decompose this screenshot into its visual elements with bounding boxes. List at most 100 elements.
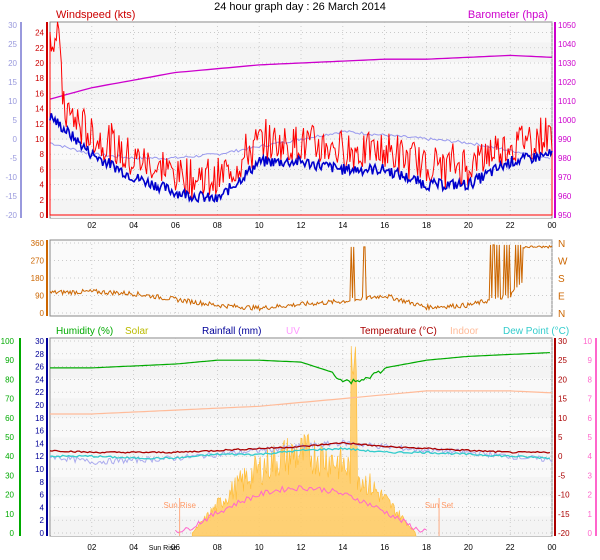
rainfall-tick-label: 18 [35,414,44,423]
panel1-x-tick-label: 18 [422,221,431,230]
outdoor-temp-tick-label: -15 [5,192,17,201]
panel1-band [51,179,551,199]
panel1-x-tick-label: 00 [548,221,557,230]
barometer-series-line [49,54,553,100]
windspeed-tick-label: 0 [40,211,45,220]
panel3-x-tick-label: 06 [171,543,180,552]
outdoor-temp-tick-label: 15 [8,78,17,87]
barometer-tick-label: 970 [558,173,572,182]
rainfall-tick-label: 22 [35,388,44,397]
panel3-x-tick-label: 00 [548,543,557,552]
panel1-x-tick-label: 02 [87,221,96,230]
panel3-x-tick-label: 12 [297,543,306,552]
barometer-tick-label: 980 [558,154,572,163]
direction-tick-label: 180 [31,274,45,283]
panel3-legend-label: Rainfall (mm) [202,326,261,337]
panel1-x-tick-label: 20 [464,221,473,230]
compass-tick-label: N [558,239,565,250]
barometer-tick-label: 990 [558,135,572,144]
uv-tick-label: 4 [588,452,593,461]
humidity-tick-label: 30 [5,471,14,480]
windspeed-tick-label: 12 [35,120,44,129]
humidity-tick-label: 20 [5,491,14,500]
outdoor-temp-tick-label: 30 [8,21,17,30]
outdoor-temp-tick-label: 10 [8,97,17,106]
windspeed-tick-label: 16 [35,89,44,98]
rainfall-tick-label: 2 [40,516,45,525]
direction-tick-label: 0 [40,309,45,318]
panel1-x-tick-label: 08 [213,221,222,230]
windspeed-tick-label: 18 [35,74,44,83]
rainfall-tick-label: 16 [35,427,44,436]
humidity-tick-label: 0 [10,529,15,538]
rainfall-tick-label: 10 [35,465,44,474]
sunset-label: Sun Set [425,501,454,510]
panel1-band [51,198,551,218]
humidity-tick-label: 10 [5,510,14,519]
panel3-legend-label: Indoor [450,326,479,337]
rainfall-tick-label: 14 [35,439,44,448]
panel1-x-tick-label: 16 [380,221,389,230]
panel3-x-tick-label: 18 [422,543,431,552]
panel1-x-tick-label: 12 [297,221,306,230]
temperature-tick-label: 5 [558,433,563,442]
compass-tick-label: N [558,309,565,320]
temperature-tick-label: 25 [558,356,567,365]
windspeed-axis-title: Windspeed (kts) [56,9,135,21]
outdoor-temp-tick-label: 25 [8,40,17,49]
panel1-x-tick-label: 14 [338,221,347,230]
rainfall-tick-label: 30 [35,337,44,346]
panel3-x-tick-label: 14 [338,543,347,552]
rainfall-tick-label: 0 [40,529,45,538]
wind-direction-series-line [49,244,553,312]
panel3-x-tick-label: 16 [380,543,389,552]
uv-tick-label: 0 [588,529,593,538]
uv-tick-label: 2 [588,491,593,500]
solar-area [191,345,417,537]
uv-tick-label: 6 [588,414,593,423]
windspeed-tick-label: 4 [40,181,45,190]
windspeed-tick-label: 2 [40,196,45,205]
outdoor-temp-tick-label: 5 [13,116,18,125]
barometer-axis-title: Barometer (hpa) [468,9,548,21]
panel3-band [51,398,551,418]
uv-series-line [175,485,427,534]
panel1-x-tick-label: 10 [255,221,264,230]
panel3-x-tick-label: 22 [506,543,515,552]
rainfall-tick-label: 6 [40,491,45,500]
humidity-tick-label: 40 [5,452,14,461]
rainfall-tick-label: 8 [40,478,45,487]
barometer-tick-label: 1050 [558,21,576,30]
windspeed-tick-label: 14 [35,105,44,114]
uv-tick-label: 3 [588,471,593,480]
panel3-x-tick-label: 10 [255,543,264,552]
panel3-band [51,417,551,438]
temperature-tick-label: -15 [558,510,570,519]
windspeed-tick-label: 22 [35,44,44,53]
panel3-x-tick-label: 20 [464,543,473,552]
windspeed-tick-label: 10 [35,135,44,144]
windspeed-tick-label: 6 [40,165,45,174]
panel3-x-tick-label: 04 [129,543,138,552]
barometer-tick-label: 1010 [558,97,576,106]
outdoor-temp-tick-label: -5 [10,154,18,163]
rainfall-tick-label: 28 [35,350,44,359]
humidity-series-line [50,352,550,385]
sunrise-label: Sun Rise [163,501,196,510]
sunrise-x-tick-label: Sun Rise [149,545,178,552]
humidity-tick-label: 60 [5,414,14,423]
compass-tick-label: E [558,292,565,303]
dewpoint-series-line [49,447,551,460]
temperature-tick-label: -10 [558,491,570,500]
direction-tick-label: 90 [35,292,44,301]
panel1-x-tick-label: 06 [171,221,180,230]
windspeed-tick-label: 20 [35,59,44,68]
outdoor-temp-tick-label: -10 [5,173,17,182]
panel3-legend-label: Solar [125,326,149,337]
direction-tick-label: 360 [31,239,45,248]
rainfall-tick-label: 24 [35,375,44,384]
uv-tick-label: 5 [588,433,593,442]
panel3-legend-label: Temperature (°C) [360,326,437,337]
